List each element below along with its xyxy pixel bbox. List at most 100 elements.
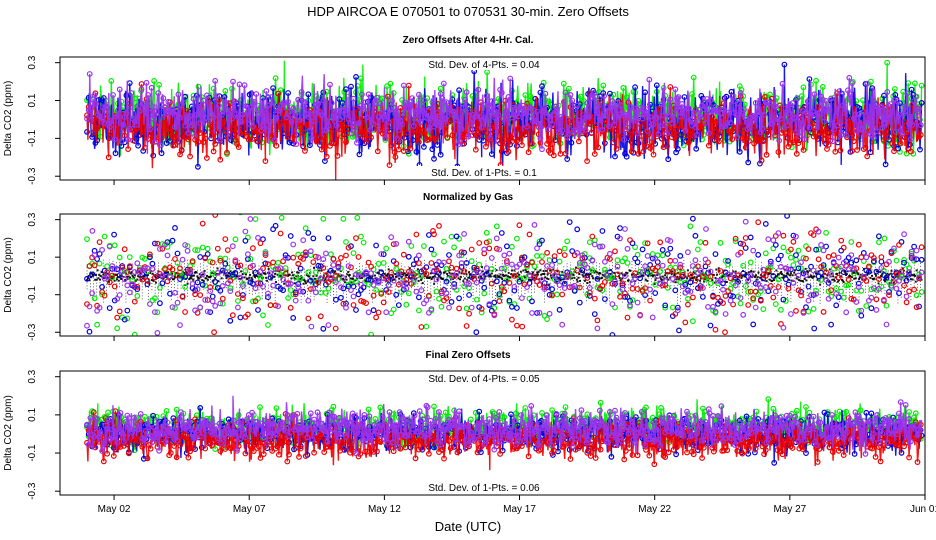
data-point xyxy=(179,256,186,263)
data-point xyxy=(368,331,374,336)
data-point xyxy=(290,241,297,248)
data-point xyxy=(130,271,133,274)
data-point xyxy=(369,275,372,278)
data-point xyxy=(380,113,387,120)
data-point xyxy=(192,291,199,298)
data-point xyxy=(540,273,543,276)
data-point xyxy=(373,242,380,249)
data-point xyxy=(96,260,103,267)
data-point xyxy=(705,304,711,310)
data-point xyxy=(433,275,436,278)
data-point xyxy=(750,247,757,254)
data-point xyxy=(139,276,146,283)
data-point xyxy=(155,90,162,96)
data-point xyxy=(162,241,168,248)
data-point xyxy=(659,101,665,107)
data-point xyxy=(249,262,256,269)
data-point xyxy=(906,288,912,295)
data-point xyxy=(399,274,402,277)
data-point xyxy=(213,93,220,100)
data-point xyxy=(645,131,652,138)
data-point xyxy=(729,136,736,143)
data-point xyxy=(138,276,141,279)
data-point xyxy=(881,296,887,303)
data-point xyxy=(569,248,576,255)
data-point xyxy=(313,106,320,112)
data-point xyxy=(843,270,846,273)
data-point xyxy=(431,403,437,410)
data-point xyxy=(493,245,500,252)
data-point xyxy=(446,304,452,311)
data-point xyxy=(268,94,275,100)
data-point xyxy=(803,255,809,262)
data-point xyxy=(685,139,692,146)
data-point xyxy=(674,307,681,314)
data-point xyxy=(579,255,586,262)
data-point xyxy=(532,271,535,274)
data-point xyxy=(177,265,183,272)
data-point xyxy=(613,145,620,152)
data-point xyxy=(461,249,468,256)
data-point xyxy=(251,98,258,105)
data-point xyxy=(350,293,357,300)
data-point xyxy=(444,270,447,273)
data-point xyxy=(778,252,784,259)
data-point xyxy=(810,232,817,238)
data-point xyxy=(477,276,480,279)
data-point xyxy=(434,142,441,148)
data-point xyxy=(881,136,887,143)
data-point xyxy=(306,280,309,283)
data-point xyxy=(864,153,871,160)
data-point xyxy=(216,267,219,270)
data-point xyxy=(504,260,510,266)
data-point xyxy=(760,138,767,145)
data-point xyxy=(820,309,827,315)
data-point xyxy=(467,416,474,423)
data-point xyxy=(586,113,592,120)
data-point xyxy=(644,128,651,134)
data-point xyxy=(816,110,823,117)
data-point xyxy=(819,83,826,90)
data-point xyxy=(860,109,867,115)
data-point xyxy=(253,274,256,277)
data-point xyxy=(272,75,279,82)
data-point xyxy=(720,286,726,293)
data-point xyxy=(619,112,626,119)
data-point xyxy=(136,267,143,274)
data-point xyxy=(182,284,189,290)
data-point xyxy=(135,142,142,149)
data-point xyxy=(185,136,192,143)
data-point xyxy=(541,286,548,293)
data-point xyxy=(275,303,282,310)
data-point xyxy=(229,115,235,122)
data-point xyxy=(456,295,463,302)
data-point xyxy=(219,271,222,274)
data-point xyxy=(738,86,745,93)
data-point xyxy=(789,100,796,106)
data-point xyxy=(380,274,383,277)
data-point xyxy=(810,306,817,312)
data-point xyxy=(317,133,323,140)
data-point xyxy=(493,274,496,277)
data-point xyxy=(833,302,840,309)
data-point xyxy=(833,285,840,292)
data-point xyxy=(549,141,555,148)
data-point xyxy=(564,274,571,281)
data-point xyxy=(478,309,485,316)
data-point xyxy=(120,121,126,128)
data-point xyxy=(895,145,902,152)
data-point xyxy=(86,277,89,280)
data-point xyxy=(124,307,131,314)
data-point xyxy=(833,279,836,282)
data-point xyxy=(182,122,189,129)
data-point xyxy=(481,246,488,253)
data-point xyxy=(342,277,345,280)
data-point xyxy=(386,274,389,277)
data-point xyxy=(312,275,315,278)
data-point xyxy=(682,289,689,296)
data-point xyxy=(604,272,611,279)
data-point xyxy=(655,131,662,138)
data-point xyxy=(128,90,135,96)
data-point xyxy=(476,240,483,246)
data-point xyxy=(751,113,757,120)
